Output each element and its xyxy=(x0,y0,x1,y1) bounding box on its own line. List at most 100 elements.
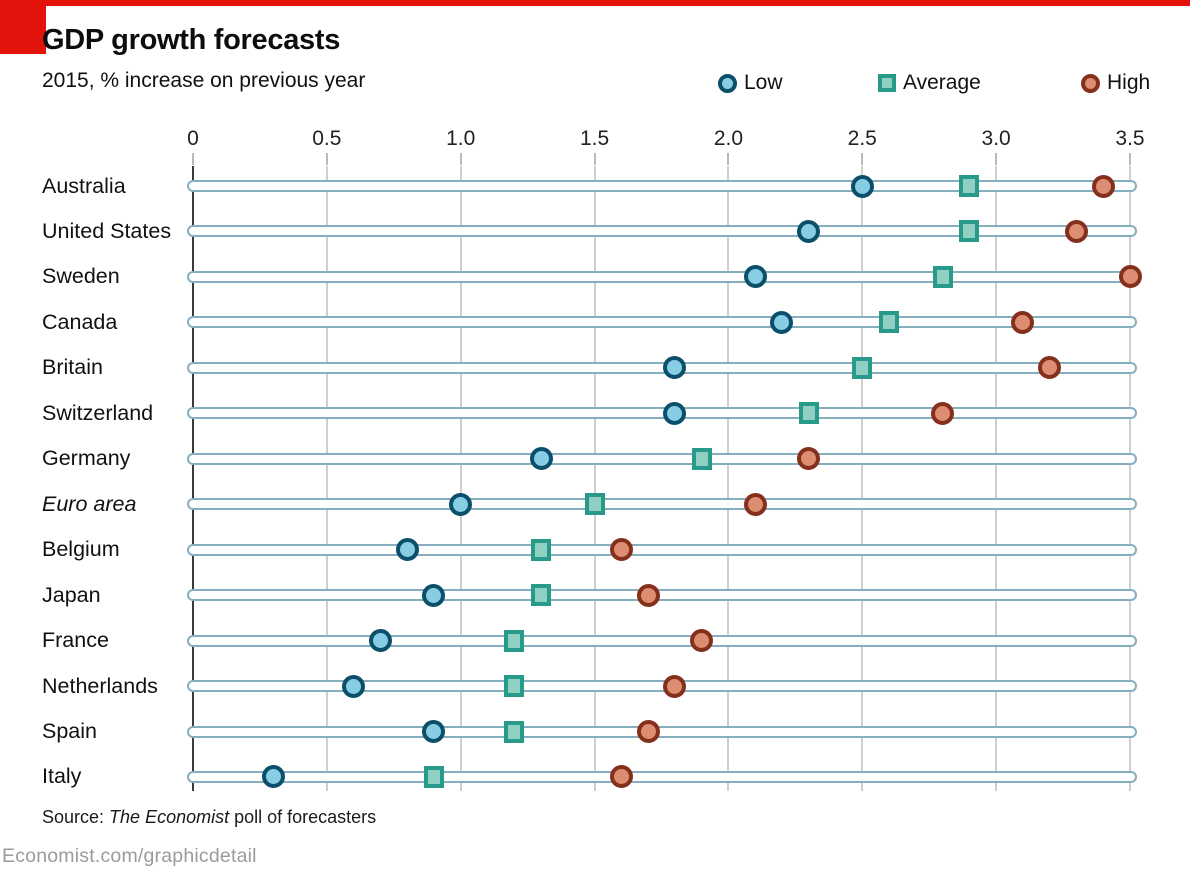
marker-average xyxy=(879,311,900,334)
marker-average xyxy=(959,220,980,243)
x-tick-label: 3.0 xyxy=(981,127,1011,150)
marker-low xyxy=(368,629,392,653)
x-tick-mark xyxy=(861,153,864,165)
legend-item-high: High xyxy=(1081,71,1150,95)
marker-low xyxy=(663,401,687,425)
country-label: Belgium xyxy=(42,537,120,562)
marker-high xyxy=(663,674,687,698)
top-red-rule xyxy=(0,0,1190,6)
gridline xyxy=(593,166,596,791)
country-label: United States xyxy=(42,218,172,243)
gridline xyxy=(325,166,328,791)
marker-average xyxy=(531,584,552,607)
legend-label-high: High xyxy=(1107,71,1151,94)
marker-average xyxy=(504,720,525,743)
marker-low xyxy=(743,265,767,289)
country-label: Japan xyxy=(42,582,101,607)
row-track xyxy=(187,589,1137,602)
gridline xyxy=(1129,166,1131,791)
country-label: Switzerland xyxy=(42,400,154,425)
x-tick-label: 1.0 xyxy=(446,127,476,150)
marker-low xyxy=(422,583,446,607)
x-tick-mark xyxy=(593,153,596,165)
x-tick-label: 2.0 xyxy=(713,127,744,150)
x-tick-label: 1.5 xyxy=(579,127,610,150)
economist-red-tab xyxy=(0,0,46,54)
gridline xyxy=(995,166,998,791)
country-label: Canada xyxy=(42,309,118,334)
row-track xyxy=(187,680,1137,693)
x-tick-mark xyxy=(727,153,730,165)
gridline xyxy=(727,166,730,791)
row-track xyxy=(187,316,1137,329)
marker-average xyxy=(798,402,819,425)
marker-high xyxy=(797,447,821,471)
marker-average xyxy=(423,765,444,788)
country-label: Australia xyxy=(42,173,126,198)
source-publication: The Economist xyxy=(109,807,230,827)
x-tick-label: 0.5 xyxy=(312,127,342,150)
marker-low xyxy=(395,538,419,562)
marker-average xyxy=(932,265,953,288)
chart-subtitle: 2015, % increase on previous year xyxy=(42,69,366,92)
marker-low xyxy=(529,447,553,471)
row-track xyxy=(187,407,1137,420)
average-square-icon xyxy=(878,74,896,92)
row-track xyxy=(187,225,1137,238)
row-track xyxy=(187,180,1137,192)
legend-label-average: Average xyxy=(903,71,981,94)
marker-high xyxy=(743,492,767,516)
row-track xyxy=(187,452,1137,465)
x-tick-mark xyxy=(459,153,462,165)
marker-high xyxy=(636,720,660,744)
row-track xyxy=(187,361,1137,374)
legend-item-low: Low xyxy=(718,71,783,95)
source-note: Source: The Economist poll of forecaster… xyxy=(42,807,376,828)
country-label: Netherlands xyxy=(42,673,158,698)
marker-average xyxy=(691,447,712,470)
country-label: Euro area xyxy=(42,491,137,516)
row-track xyxy=(187,270,1137,283)
marker-average xyxy=(531,538,552,561)
marker-average xyxy=(584,493,605,516)
gridline xyxy=(459,166,462,791)
marker-high xyxy=(609,538,633,562)
x-tick-mark xyxy=(325,153,328,165)
marker-low xyxy=(422,720,446,744)
marker-average xyxy=(852,356,873,379)
marker-low xyxy=(261,765,285,789)
marker-low xyxy=(850,174,874,198)
marker-low xyxy=(797,219,821,243)
source-prefix: Source: xyxy=(42,807,110,827)
country-label: Germany xyxy=(42,446,131,471)
x-tick-mark xyxy=(1129,153,1131,165)
marker-average xyxy=(504,629,525,652)
country-label: Italy xyxy=(42,764,82,789)
marker-high xyxy=(1011,310,1035,334)
marker-average xyxy=(504,675,525,698)
page-title: GDP growth forecasts xyxy=(42,24,341,56)
marker-high xyxy=(1118,265,1142,289)
marker-low xyxy=(449,492,473,516)
legend-item-average: Average xyxy=(878,71,981,95)
marker-low xyxy=(770,310,794,334)
x-tick-label: 2.5 xyxy=(847,127,877,150)
legend-label-low: Low xyxy=(744,71,783,94)
high-circle-icon xyxy=(1081,73,1100,93)
country-label: Britain xyxy=(42,355,103,380)
footer-url: Economist.com/graphicdetail xyxy=(2,845,257,867)
country-label: Sweden xyxy=(42,264,120,289)
zero-axis-line xyxy=(192,166,194,791)
x-tick-label: 3.5 xyxy=(1115,127,1145,150)
gridline xyxy=(861,166,864,791)
row-track xyxy=(187,770,1137,783)
marker-low xyxy=(663,356,687,380)
country-label: France xyxy=(42,628,109,653)
marker-high xyxy=(1091,174,1115,198)
marker-average xyxy=(959,175,980,197)
x-tick-label: 0 xyxy=(187,127,199,150)
marker-low xyxy=(342,674,366,698)
row-track xyxy=(187,498,1137,511)
country-label: Spain xyxy=(42,719,97,744)
